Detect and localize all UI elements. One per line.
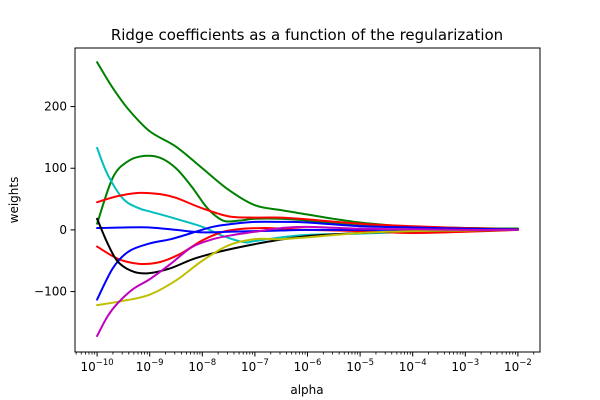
x-tick-label: 10−2 xyxy=(504,358,532,374)
plot-background xyxy=(75,48,540,352)
x-tick-label: 10−8 xyxy=(188,358,216,374)
x-tick-base: 10 xyxy=(294,360,309,374)
x-tick-exponent: −5 xyxy=(361,358,374,368)
x-tick-base: 10 xyxy=(451,360,466,374)
series-line-red-2 xyxy=(96,227,519,265)
y-tick-label: 200 xyxy=(44,100,67,114)
x-tick-label: 10−7 xyxy=(241,358,269,374)
series-layer xyxy=(96,61,519,337)
x-tick-label: 10−6 xyxy=(294,358,322,374)
x-axis-label: alpha xyxy=(290,383,323,397)
x-tick-base: 10 xyxy=(504,360,519,374)
y-axis: −100 0 100 200 xyxy=(34,100,75,299)
x-tick-base: 10 xyxy=(80,360,95,374)
x-tick-exponent: −4 xyxy=(414,358,427,368)
x-tick-label: 10−9 xyxy=(136,358,164,374)
y-tick-label: 0 xyxy=(59,223,67,237)
x-tick-label: 10−5 xyxy=(346,358,374,374)
y-tick-label: 100 xyxy=(44,161,67,175)
x-tick-label: 10−4 xyxy=(399,358,427,374)
x-tick-exponent: −6 xyxy=(309,358,322,368)
x-tick-exponent: −10 xyxy=(96,358,114,368)
x-tick-base: 10 xyxy=(241,360,256,374)
series-line-red-1 xyxy=(96,191,519,231)
chart-title: Ridge coefficients as a function of the … xyxy=(111,26,503,44)
x-tick-exponent: −9 xyxy=(151,358,164,368)
x-tick-base: 10 xyxy=(188,360,203,374)
series-line-magenta xyxy=(96,225,519,337)
x-tick-label: 10−10 xyxy=(80,358,113,374)
x-tick-base: 10 xyxy=(399,360,414,374)
x-axis: 10−10 10−9 10−8 10−7 10−6 10−5 10−4 10−3 10−2 xyxy=(75,352,535,374)
x-tick-exponent: −3 xyxy=(467,358,480,368)
y-tick-label: −100 xyxy=(34,285,67,299)
x-tick-exponent: −7 xyxy=(256,358,269,368)
y-axis-label: weights xyxy=(7,177,21,224)
x-tick-label: 10−3 xyxy=(451,358,479,374)
plot-area xyxy=(74,47,541,353)
x-tick-base: 10 xyxy=(136,360,151,374)
series-line-yellow xyxy=(96,228,519,307)
x-tick-exponent: −2 xyxy=(519,358,532,368)
x-tick-base: 10 xyxy=(346,360,361,374)
x-tick-exponent: −8 xyxy=(204,358,217,368)
series-line-blue-1 xyxy=(96,220,519,301)
